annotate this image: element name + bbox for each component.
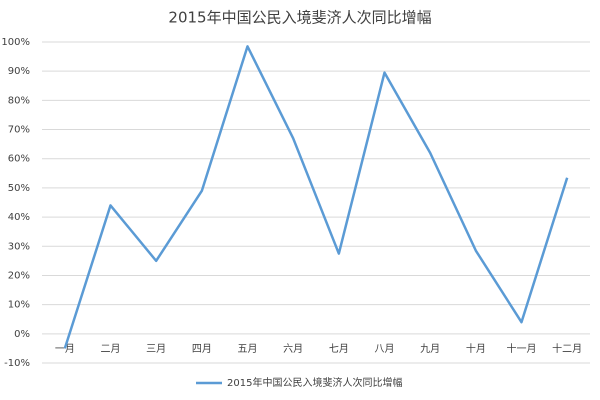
x-tick-label: 十二月 bbox=[552, 342, 582, 355]
y-tick-label: 50% bbox=[8, 183, 30, 194]
x-tick-label: 七月 bbox=[329, 343, 349, 355]
y-tick-label: 80% bbox=[8, 95, 30, 106]
y-tick-label: 90% bbox=[8, 66, 30, 77]
x-tick-label: 三月 bbox=[146, 343, 166, 355]
x-tick-label: 八月 bbox=[375, 343, 395, 355]
y-tick-label: 30% bbox=[8, 241, 30, 252]
y-tick-label: 40% bbox=[8, 212, 30, 223]
y-tick-label: 20% bbox=[8, 270, 30, 281]
x-tick-label: 一月 bbox=[55, 343, 75, 355]
y-tick-label: -10% bbox=[4, 358, 30, 369]
x-tick-label: 六月 bbox=[283, 343, 303, 355]
x-tick-label: 五月 bbox=[238, 343, 258, 355]
y-tick-label: 100% bbox=[1, 37, 30, 48]
y-tick-label: 70% bbox=[8, 125, 30, 136]
y-tick-label: 0% bbox=[14, 329, 30, 340]
y-tick-label: 10% bbox=[8, 300, 30, 311]
x-tick-label: 十一月 bbox=[507, 342, 537, 355]
chart-title: 2015年中国公民入境斐济人次同比增幅 bbox=[168, 9, 431, 27]
x-tick-label: 十月 bbox=[466, 342, 486, 355]
line bbox=[63, 45, 569, 349]
legend-label: 2015年中国公民入境斐济人次同比增幅 bbox=[227, 376, 402, 389]
y-tick-label: 60% bbox=[8, 154, 30, 165]
x-tick-label: 二月 bbox=[101, 343, 121, 355]
x-tick-label: 九月 bbox=[420, 343, 440, 355]
x-tick-label: 四月 bbox=[192, 343, 212, 355]
